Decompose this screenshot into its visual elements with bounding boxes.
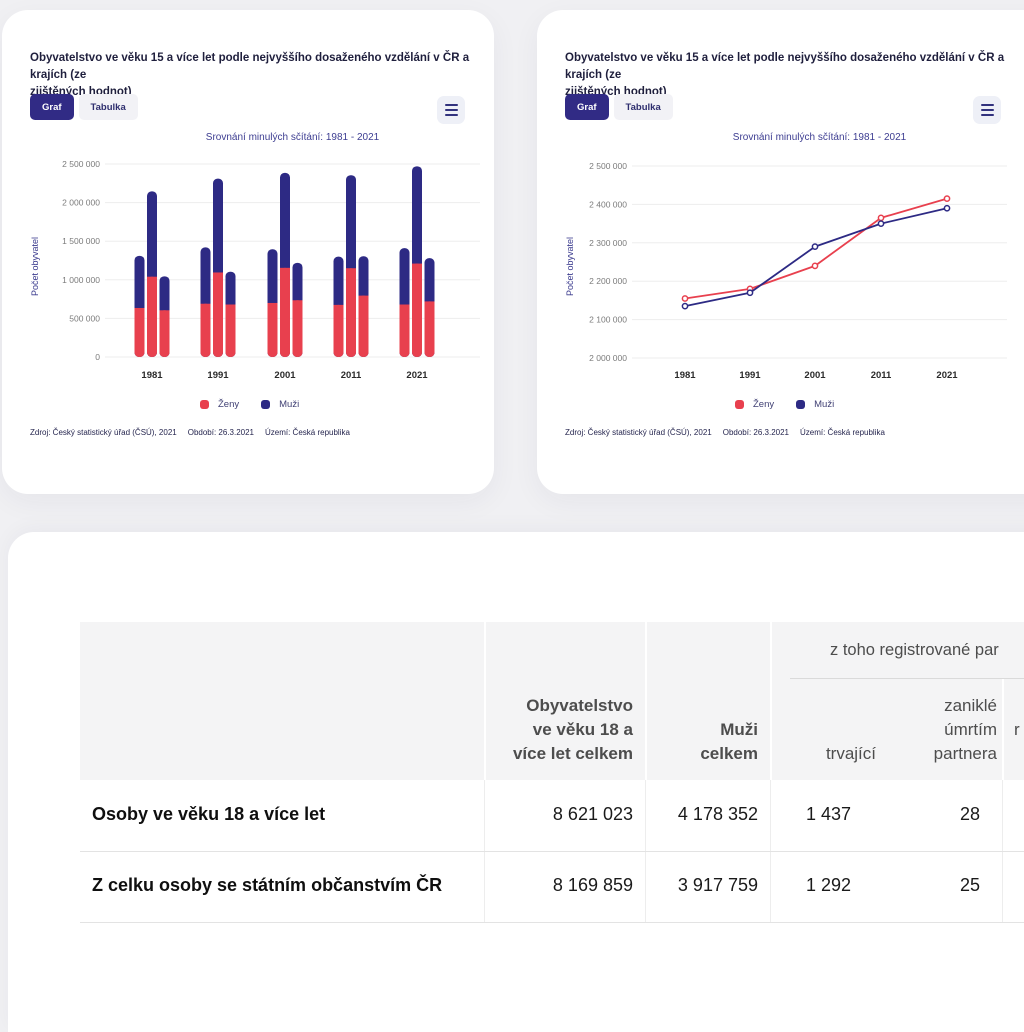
cell-men: 3 917 759 xyxy=(677,875,758,895)
column-header-zanikle-umrtim: zaniklé úmrtím partnera xyxy=(933,696,997,763)
column-header-cutoff-fragment: r xyxy=(1014,720,1020,739)
column-divider xyxy=(484,622,486,780)
line-chart: 2 000 000 2 100 000 2 200 000 2 300 000 2 40… xyxy=(589,161,1007,381)
column-group-header-registered-partnerships: z toho registrované par xyxy=(830,641,999,659)
chart-legend: Ženy Muži xyxy=(200,399,299,410)
hamburger-icon xyxy=(980,104,994,107)
legend-item-zeny: Ženy xyxy=(735,399,774,410)
hamburger-icon xyxy=(444,104,458,107)
cell-population: 8 169 859 xyxy=(552,875,633,895)
table-header-background xyxy=(80,622,1024,780)
view-switcher: Graf Tabulka xyxy=(565,94,673,120)
tab-graf[interactable]: Graf xyxy=(30,94,74,120)
column-header-population: Obyvatelstvo ve věku 18 a více let celke… xyxy=(512,696,633,763)
column-divider xyxy=(1002,678,1004,780)
svg-text:500 000: 500 000 xyxy=(69,313,100,323)
svg-text:1 500 000: 1 500 000 xyxy=(62,236,100,246)
chart-subtitle: Srovnání minulých sčítání: 1981 - 2021 xyxy=(205,132,380,143)
chart-subtitle: Srovnání minulých sčítání: 1981 - 2021 xyxy=(732,132,907,143)
territory-text: Území: Česká republika xyxy=(265,428,350,437)
legend-label-zeny: Ženy xyxy=(218,399,240,410)
table-row-label: Z celku osoby se státním občanstvím ČR xyxy=(92,875,443,895)
svg-text:2 200 000: 2 200 000 xyxy=(589,276,627,286)
chart-legend: Ženy Muži xyxy=(735,399,834,410)
legend-label-muzi: Muži xyxy=(279,399,300,410)
tab-graf[interactable]: Graf xyxy=(565,94,609,120)
view-switcher: Graf Tabulka xyxy=(30,94,138,120)
cell-trvajici: 1 292 xyxy=(805,875,851,895)
cell-trvajici: 1 437 xyxy=(805,804,851,824)
column-header-men: Muži celkem xyxy=(700,720,758,763)
legend-label-muzi: Muži xyxy=(814,399,835,410)
svg-text:2 100 000: 2 100 000 xyxy=(589,315,627,325)
chart-card-bar: Obyvatelstvo ve věku 15 a více let podle… xyxy=(2,10,494,494)
svg-text:2 000 000: 2 000 000 xyxy=(589,353,627,363)
svg-text:1981: 1981 xyxy=(674,370,696,381)
table-panel: Obyvatelstvo ve věku 18 a více let celke… xyxy=(8,532,1024,1032)
svg-text:2001: 2001 xyxy=(274,370,296,381)
tab-tabulka[interactable]: Tabulka xyxy=(613,94,673,120)
chart-card-line: Obyvatelstvo ve věku 15 a více let podle… xyxy=(537,10,1024,494)
chart-footer: Zdroj: Český statistický úřad (ČSÚ), 202… xyxy=(565,428,885,437)
territory-text: Území: Česká republika xyxy=(800,428,885,437)
svg-text:2 400 000: 2 400 000 xyxy=(589,199,627,209)
card-title-line1: Obyvatelstvo ve věku 15 a více let podle… xyxy=(565,52,1005,81)
legend-dot-muzi xyxy=(261,400,271,409)
svg-text:2 500 000: 2 500 000 xyxy=(589,161,627,171)
column-divider xyxy=(645,622,647,780)
legend-dot-muzi xyxy=(796,400,806,409)
legend-dot-zeny xyxy=(735,400,744,409)
chart-menu-button[interactable] xyxy=(973,96,1001,124)
svg-text:0: 0 xyxy=(95,352,100,362)
svg-text:1981: 1981 xyxy=(141,370,163,381)
group-header-divider xyxy=(790,678,1024,679)
svg-text:2011: 2011 xyxy=(871,370,892,381)
period-text: Období: 26.3.2021 xyxy=(187,428,254,437)
column-divider xyxy=(770,622,772,780)
svg-text:1991: 1991 xyxy=(739,370,761,381)
chart-menu-button[interactable] xyxy=(437,96,465,124)
period-text: Období: 26.3.2021 xyxy=(722,428,789,437)
svg-text:2 300 000: 2 300 000 xyxy=(589,238,627,248)
card-title-line1: Obyvatelstvo ve věku 15 a více let podle… xyxy=(30,52,470,81)
legend-item-muzi: Muži xyxy=(261,399,299,410)
source-text: Zdroj: Český statistický úřad (ČSÚ), 202… xyxy=(565,428,712,437)
source-text: Zdroj: Český statistický úřad (ČSÚ), 202… xyxy=(30,428,177,437)
cell-men: 4 178 352 xyxy=(677,804,758,824)
svg-text:1991: 1991 xyxy=(207,370,229,381)
tab-tabulka[interactable]: Tabulka xyxy=(78,94,138,120)
cell-population: 8 621 023 xyxy=(552,804,633,824)
svg-text:2001: 2001 xyxy=(804,370,826,381)
bar-chart: 0 500 000 1 000 000 1 500 000 2 000 000 2 500… xyxy=(62,159,480,381)
row-divider xyxy=(80,922,1024,923)
cell-zanikle-umrtim: 28 xyxy=(959,804,980,824)
table-row-label: Osoby ve věku 18 a více let xyxy=(92,804,326,824)
legend-item-zeny: Ženy xyxy=(200,399,239,410)
column-header-trvajici: trvající xyxy=(825,744,876,763)
svg-text:2 000 000: 2 000 000 xyxy=(62,198,100,208)
chart-footer: Zdroj: Český statistický úřad (ČSÚ), 202… xyxy=(30,428,350,437)
svg-text:2 500 000: 2 500 000 xyxy=(62,159,100,169)
legend-dot-zeny xyxy=(200,400,209,409)
legend-label-zeny: Ženy xyxy=(753,399,775,410)
legend-item-muzi: Muži xyxy=(796,399,834,410)
svg-text:2021: 2021 xyxy=(936,370,958,381)
svg-text:2011: 2011 xyxy=(341,370,362,381)
row-divider xyxy=(80,851,1024,852)
svg-text:1 000 000: 1 000 000 xyxy=(62,275,100,285)
svg-text:2021: 2021 xyxy=(406,370,428,381)
cell-zanikle-umrtim: 25 xyxy=(959,875,980,895)
